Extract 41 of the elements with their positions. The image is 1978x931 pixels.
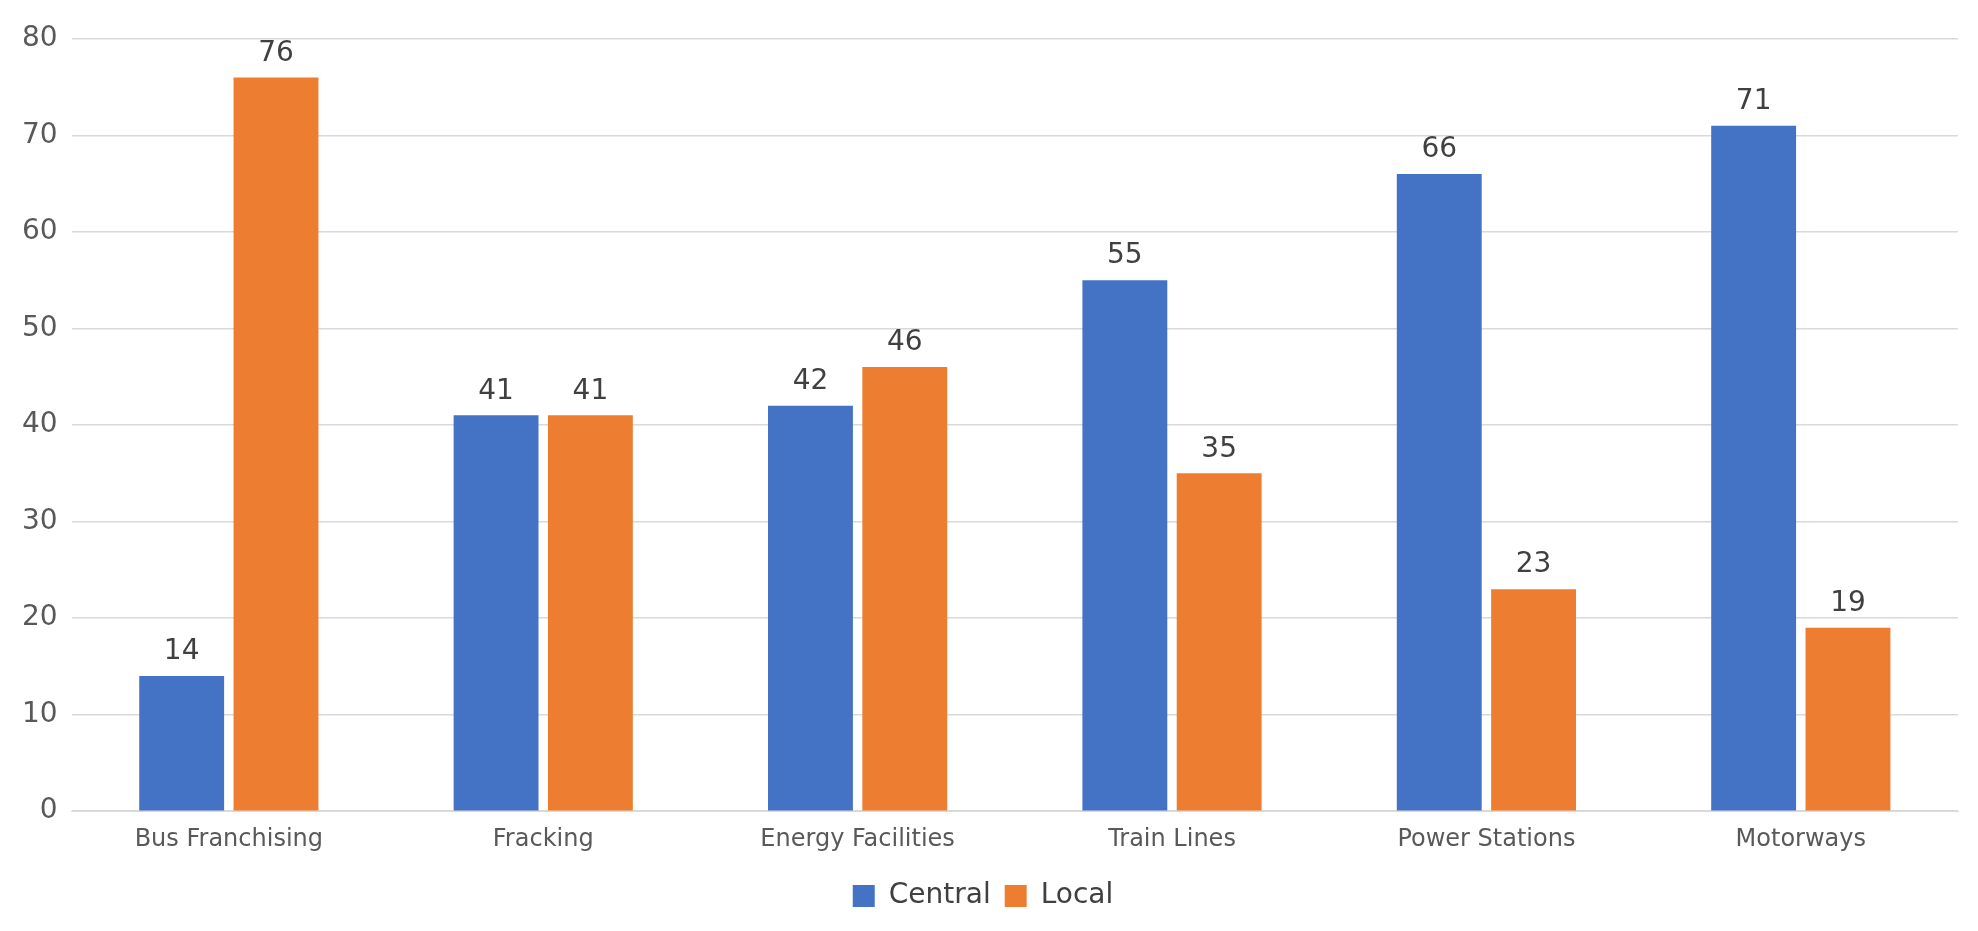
y-tick-label: 0 bbox=[39, 792, 58, 826]
y-tick-label: 20 bbox=[21, 599, 58, 633]
x-tick-label: Train Lines bbox=[1107, 823, 1236, 852]
y-tick-label: 50 bbox=[21, 309, 58, 343]
data-label: 41 bbox=[478, 372, 514, 406]
bar bbox=[453, 415, 539, 811]
bar bbox=[139, 676, 225, 811]
data-label: 14 bbox=[163, 633, 200, 667]
bar bbox=[862, 367, 948, 811]
y-tick-label: 80 bbox=[21, 20, 58, 54]
bar bbox=[547, 415, 633, 811]
data-label: 55 bbox=[1107, 237, 1143, 271]
x-tick-label: Power Stations bbox=[1397, 823, 1576, 852]
bar bbox=[1805, 627, 1891, 811]
bar bbox=[1396, 173, 1482, 811]
data-label: 19 bbox=[1830, 585, 1866, 619]
x-tick-label: Motorways bbox=[1735, 823, 1867, 852]
bar bbox=[768, 405, 853, 811]
bar bbox=[1082, 280, 1168, 811]
y-tick-label: 70 bbox=[21, 116, 58, 150]
data-label: 71 bbox=[1735, 82, 1772, 116]
x-tick-label: Energy Facilities bbox=[760, 823, 955, 852]
bar bbox=[1711, 125, 1797, 811]
legend-label: Central bbox=[888, 877, 991, 911]
x-tick-label: Fracking bbox=[492, 823, 594, 852]
y-tick-label: 60 bbox=[21, 213, 58, 247]
data-label: 46 bbox=[886, 324, 923, 358]
data-label: 35 bbox=[1201, 430, 1237, 464]
data-label: 76 bbox=[258, 34, 294, 68]
y-tick-label: 30 bbox=[21, 502, 58, 536]
data-label: 66 bbox=[1421, 131, 1458, 165]
y-tick-label: 10 bbox=[21, 695, 58, 729]
y-tick-label: 40 bbox=[21, 406, 58, 440]
data-label: 23 bbox=[1515, 546, 1552, 580]
data-label: 41 bbox=[572, 372, 609, 406]
data-label: 42 bbox=[792, 362, 829, 396]
bar bbox=[1176, 473, 1262, 811]
bar bbox=[1491, 589, 1577, 811]
x-tick-label: Bus Franchising bbox=[134, 823, 323, 852]
bar bbox=[233, 77, 319, 811]
legend-label: Local bbox=[1040, 877, 1114, 911]
